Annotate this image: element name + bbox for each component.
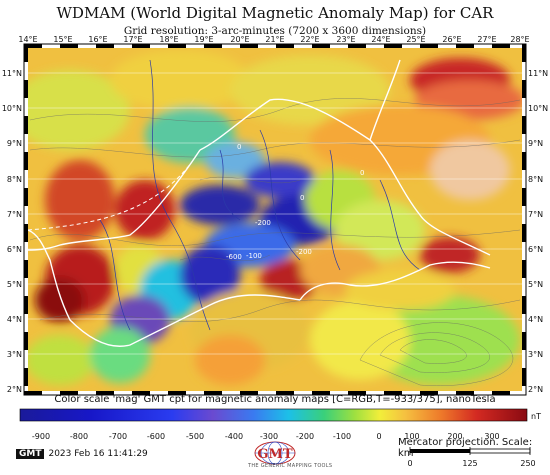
lon-label: 22°E	[300, 35, 319, 44]
lat-label: 3°N	[7, 350, 22, 359]
lon-label: 19°E	[194, 35, 213, 44]
timestamp-text: 2023 Feb 16 11:41:29	[48, 449, 148, 459]
contour-lines	[29, 98, 521, 386]
lon-label: 15°E	[53, 35, 72, 44]
longitude-labels: 14°E 15°E 16°E 17°E 18°E 19°E 20°E 21°E …	[18, 35, 529, 44]
lat-label: 6°N	[528, 245, 543, 254]
lat-label: 6°N	[7, 245, 22, 254]
anomaly-raster	[28, 48, 522, 391]
lat-label: 11°N	[2, 69, 22, 78]
contour-label: 0	[360, 169, 364, 177]
colorbar: nT -900 -800 -700 -600 -500 -400 -300 -2…	[19, 408, 541, 441]
colorbar-tick: -300	[260, 432, 278, 441]
contour-label: -200	[296, 248, 312, 256]
gmt-logo: GMT	[254, 441, 296, 465]
lon-label: 27°E	[477, 35, 496, 44]
colorbar-tick: -100	[333, 432, 351, 441]
colorbar-tick: 200	[447, 432, 462, 441]
lat-label: 4°N	[7, 315, 22, 324]
map-subtitle: Grid resolution: 3-arc-minutes (7200 x 3…	[123, 25, 427, 37]
colorbar-tick: -400	[225, 432, 243, 441]
gmt-badge: GMT	[16, 449, 45, 459]
colorbar-unit: nT	[531, 412, 541, 421]
border-dashes	[28, 149, 201, 231]
colorbar-gradient	[19, 408, 528, 422]
contour-label: 0	[300, 194, 304, 202]
latitude-labels-left: 11°N 10°N 9°N 8°N 7°N 6°N 5°N 4°N 3°N 2°…	[2, 69, 22, 394]
contour-label: -200	[255, 219, 271, 227]
scale-bar: 0 125 250	[407, 447, 536, 468]
lat-label: 10°N	[2, 104, 22, 113]
lon-label: 21°E	[265, 35, 284, 44]
scale-tick: 0	[407, 459, 412, 468]
lon-label: 18°E	[159, 35, 178, 44]
lon-label: 25°E	[406, 35, 425, 44]
rivers	[99, 59, 421, 331]
colorbar-tick: 300	[484, 432, 499, 441]
colorbar-caption: Color scale 'mag' GMT cpt for magnetic a…	[54, 394, 496, 405]
map-title: WDMAM (World Digital Magnetic Anomaly Ma…	[56, 4, 494, 22]
lon-label: 26°E	[442, 35, 461, 44]
lon-label: 23°E	[336, 35, 355, 44]
lon-label: 17°E	[123, 35, 142, 44]
lon-label: 24°E	[371, 35, 390, 44]
contour-value-labels: -600 -100 -200 -200 0 0 0	[226, 143, 364, 261]
contour-label: -100	[246, 252, 262, 260]
colorbar-ticks: -900 -800 -700 -600 -500 -400 -300 -200 …	[32, 432, 500, 441]
colorbar-tick: -600	[147, 432, 165, 441]
lat-label: 4°N	[528, 315, 543, 324]
lat-label: 3°N	[528, 350, 543, 359]
latitude-labels-right: 11°N 10°N 9°N 8°N 7°N 6°N 5°N 4°N 3°N 2°…	[528, 69, 548, 394]
colorbar-tick: -500	[186, 432, 204, 441]
colorbar-tick: -900	[32, 432, 50, 441]
lat-label: 9°N	[7, 139, 22, 148]
scale-tick: 125	[462, 459, 477, 468]
lat-label: 8°N	[528, 175, 543, 184]
lat-label: 2°N	[7, 385, 22, 394]
lat-label: 10°N	[528, 104, 548, 113]
lat-label: 9°N	[528, 139, 543, 148]
colorbar-tick: -800	[70, 432, 88, 441]
lon-label: 28°E	[510, 35, 529, 44]
lat-label: 7°N	[7, 210, 22, 219]
lat-label: 5°N	[7, 280, 22, 289]
lon-label: 16°E	[88, 35, 107, 44]
lat-label: 11°N	[528, 69, 548, 78]
country-borders	[28, 59, 491, 347]
lon-label: 20°E	[230, 35, 249, 44]
lat-label: 2°N	[528, 385, 543, 394]
colorbar-tick: -700	[109, 432, 127, 441]
colorbar-tick: -200	[296, 432, 314, 441]
lat-label: 5°N	[528, 280, 543, 289]
gmt-logo-letters: GMT	[257, 447, 292, 462]
graticule	[28, 72, 522, 355]
lon-label: 14°E	[18, 35, 37, 44]
lat-label: 8°N	[7, 175, 22, 184]
gmt-logo-caption: THE GENERIC MAPPING TOOLS	[248, 463, 333, 469]
lat-label: 7°N	[528, 210, 543, 219]
colorbar-tick: 100	[404, 432, 419, 441]
scale-tick: 250	[520, 459, 535, 468]
projection-label: Mercator projection. Scale: km	[398, 437, 533, 459]
timestamp: GMT 2023 Feb 16 11:41:29	[16, 449, 148, 459]
contour-label: 0	[237, 143, 241, 151]
colorbar-tick: 0	[376, 432, 381, 441]
contour-label: -600	[226, 253, 242, 261]
frame-ticks	[24, 44, 526, 395]
